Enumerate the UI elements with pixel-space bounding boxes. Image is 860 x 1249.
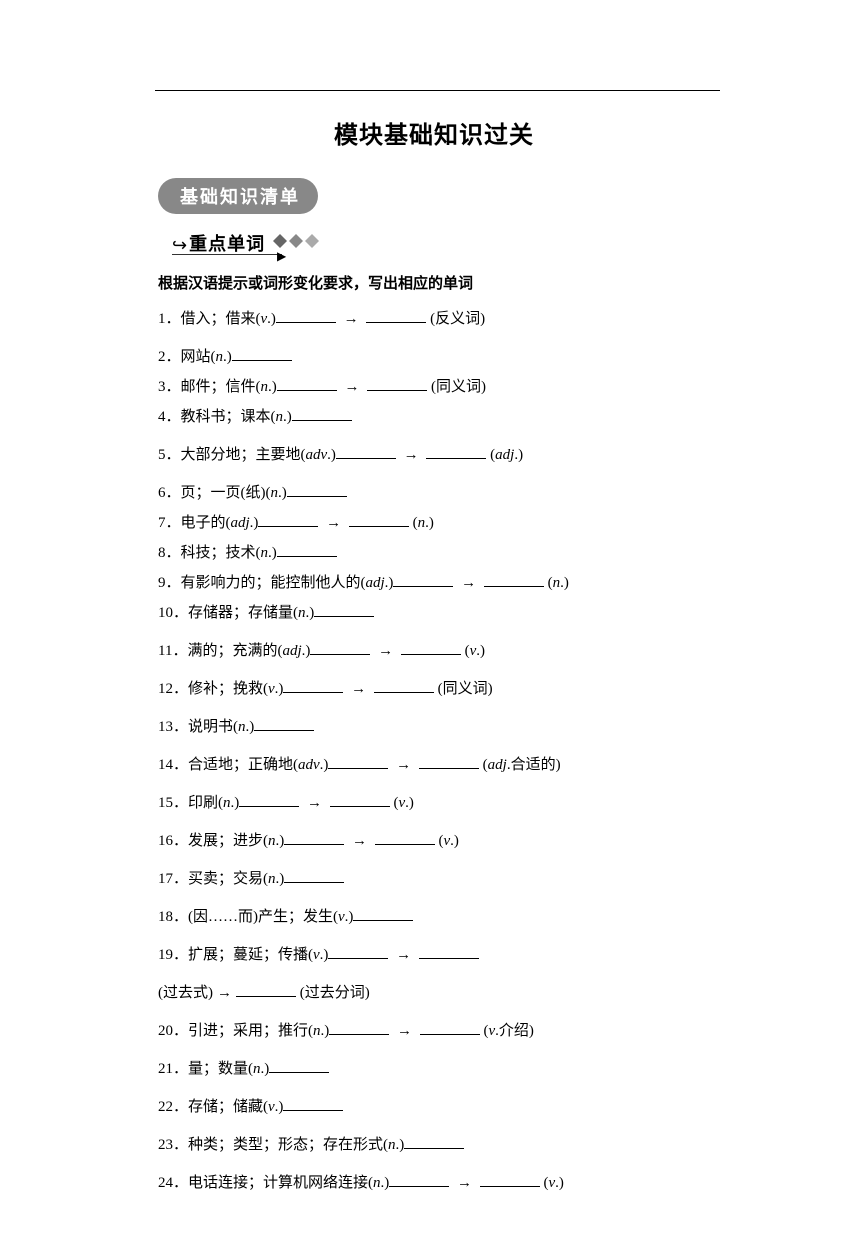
sub-heading: 重点单词 [189, 230, 265, 256]
blank[interactable] [419, 943, 479, 959]
underline [172, 254, 282, 255]
blank[interactable] [330, 791, 390, 807]
blank[interactable] [393, 571, 453, 587]
list-item: 24．电话连接；计算机网络连接(n.) → (v.) [158, 1171, 710, 1195]
blank[interactable] [236, 981, 296, 997]
blank[interactable] [269, 1057, 329, 1073]
blank[interactable] [419, 753, 479, 769]
blank[interactable] [328, 753, 388, 769]
blank[interactable] [420, 1019, 480, 1035]
item-list: 1．借入；借来(v.) → (反义词) 2．网站(n.) 3．邮件；信件(n.) →… [158, 307, 710, 1195]
list-item: 23．种类；类型；形态；存在形式(n.) [158, 1133, 710, 1157]
list-item: 2．网站(n.) [158, 345, 710, 369]
main-title: 模块基础知识过关 [158, 115, 710, 150]
blank[interactable] [287, 481, 347, 497]
list-item: 1．借入；借来(v.) → (反义词) [158, 307, 710, 331]
blank[interactable] [349, 511, 409, 527]
list-item: 16．发展；进步(n.) → (v.) [158, 829, 710, 853]
blank[interactable] [328, 943, 388, 959]
list-item: 3．邮件；信件(n.) → (同义词) [158, 375, 710, 399]
list-item: 4．教科书；课本(n.) [158, 405, 710, 429]
blank[interactable] [480, 1171, 540, 1187]
blank[interactable] [389, 1171, 449, 1187]
list-item: 14．合适地；正确地(adv.) → (adj.合适的) [158, 753, 710, 777]
arrow-right-icon: ▶ [277, 249, 286, 264]
blank[interactable] [277, 541, 337, 557]
section-badge: 基础知识清单 [158, 178, 318, 214]
page-content: 模块基础知识过关 基础知识清单 ↪ 重点单词 ▶ 根据汉语提示或词形变化要求，写… [0, 0, 860, 1249]
list-item: 9．有影响力的；能控制他人的(adj.) → (n.) [158, 571, 710, 595]
blank[interactable] [276, 307, 336, 323]
blank[interactable] [254, 715, 314, 731]
list-item: 13．说明书(n.) [158, 715, 710, 739]
blank[interactable] [366, 307, 426, 323]
blank[interactable] [426, 443, 486, 459]
list-item: 18．(因……而)产生；发生(v.) [158, 905, 710, 929]
list-item: 20．引进；采用；推行(n.) → (v.介绍) [158, 1019, 710, 1043]
blank[interactable] [284, 867, 344, 883]
list-item: 15．印刷(n.) → (v.) [158, 791, 710, 815]
blank[interactable] [367, 375, 427, 391]
list-item: 7．电子的(adj.) → (n.) [158, 511, 710, 535]
list-item: 5．大部分地；主要地(adv.) → (adj.) [158, 443, 710, 467]
list-item: 21．量；数量(n.) [158, 1057, 710, 1081]
blank[interactable] [329, 1019, 389, 1035]
blank[interactable] [375, 829, 435, 845]
blank[interactable] [404, 1133, 464, 1149]
list-item: 10．存储器；存储量(n.) [158, 601, 710, 625]
list-item: 17．买卖；交易(n.) [158, 867, 710, 891]
blank[interactable] [283, 677, 343, 693]
blank[interactable] [310, 639, 370, 655]
blank[interactable] [353, 905, 413, 921]
blank[interactable] [401, 639, 461, 655]
list-item: (过去式)→ (过去分词) [158, 981, 710, 1005]
blank[interactable] [239, 791, 299, 807]
blank[interactable] [232, 345, 292, 361]
blank[interactable] [283, 1095, 343, 1111]
list-item: 8．科技；技术(n.) [158, 541, 710, 565]
instruction: 根据汉语提示或词形变化要求，写出相应的单词 [158, 272, 710, 293]
blank[interactable] [336, 443, 396, 459]
top-rule [155, 90, 720, 91]
list-item: 6．页；一页(纸)(n.) [158, 481, 710, 505]
blank[interactable] [374, 677, 434, 693]
blank[interactable] [284, 829, 344, 845]
sub-heading-wrap: ↪ 重点单词 ▶ [172, 230, 710, 262]
blank[interactable] [277, 375, 337, 391]
list-item: 22．存储；储藏(v.) [158, 1095, 710, 1119]
blank[interactable] [292, 405, 352, 421]
list-item: 19．扩展；蔓延；传播(v.) → [158, 943, 710, 967]
list-item: 11．满的；充满的(adj.) → (v.) [158, 639, 710, 663]
blank[interactable] [484, 571, 544, 587]
list-item: 12．修补；挽救(v.) → (同义词) [158, 677, 710, 701]
blank[interactable] [314, 601, 374, 617]
blank[interactable] [258, 511, 318, 527]
bracket-icon: ↪ [172, 235, 187, 256]
